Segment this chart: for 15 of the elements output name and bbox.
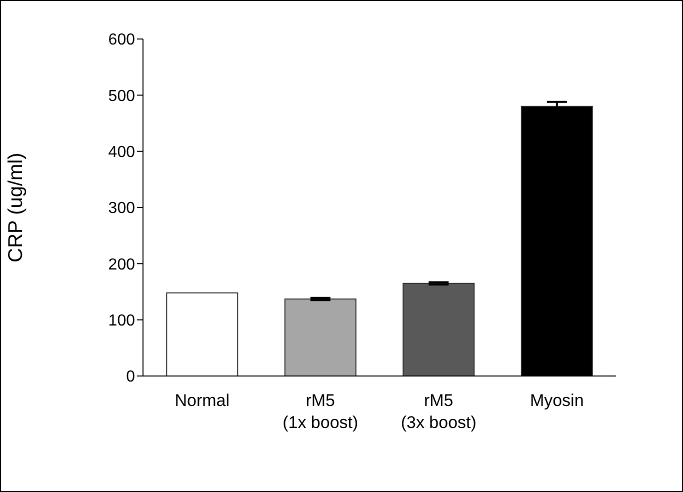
bar [402, 282, 475, 376]
x-tick-label: Myosin [530, 391, 584, 410]
x-tick-label: rM5 (1x boost) [282, 391, 358, 432]
y-tick-label: 0 [126, 368, 136, 386]
y-axis-title: CRP (ug/ml) [5, 152, 28, 262]
x-tick-label: Normal [174, 391, 230, 410]
bar [166, 292, 238, 376]
y-tick-label: 600 [108, 32, 136, 49]
y-tick-label: 300 [108, 200, 136, 218]
y-tick-label: 200 [108, 256, 136, 274]
bar [284, 298, 356, 376]
y-tick-label: 400 [108, 144, 136, 162]
x-tick-label: rM5 (3x boost) [400, 391, 476, 432]
y-tick-label: 100 [108, 312, 136, 330]
y-tick-label: 500 [108, 88, 136, 105]
